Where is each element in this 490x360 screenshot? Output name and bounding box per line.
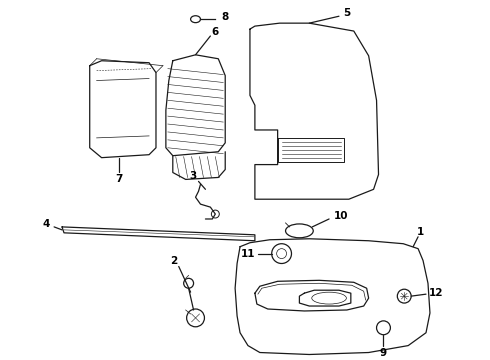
Text: 10: 10	[334, 211, 348, 221]
Text: 2: 2	[170, 256, 177, 266]
Text: 3: 3	[189, 171, 196, 181]
Text: 6: 6	[212, 27, 219, 37]
Text: 5: 5	[343, 8, 350, 18]
Text: 12: 12	[429, 288, 443, 298]
Text: 7: 7	[116, 175, 123, 184]
Text: 1: 1	[416, 227, 424, 237]
Text: 11: 11	[241, 249, 255, 258]
Text: 8: 8	[221, 12, 229, 22]
Text: 4: 4	[43, 219, 50, 229]
Text: 9: 9	[380, 347, 387, 357]
